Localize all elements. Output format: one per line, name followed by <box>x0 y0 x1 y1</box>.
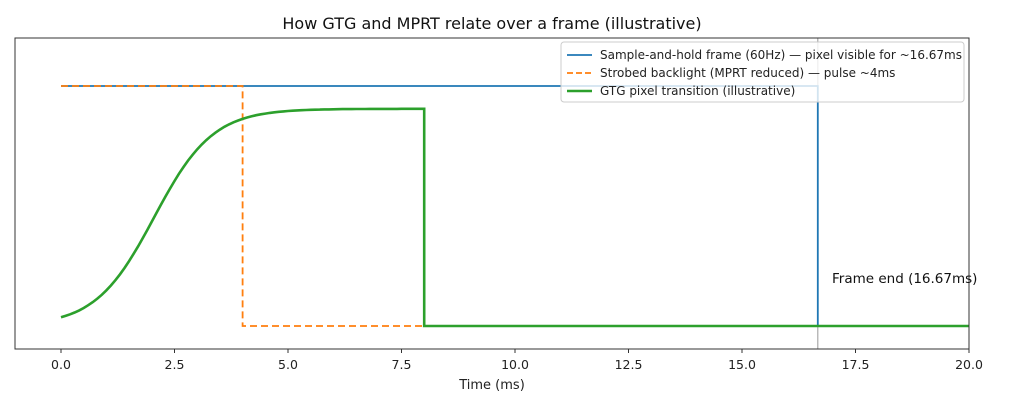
x-tick-label: 17.5 <box>842 357 870 372</box>
x-axis-label: Time (ms) <box>458 378 525 393</box>
x-tick-label: 0.0 <box>51 357 71 372</box>
x-tick-label: 15.0 <box>728 357 756 372</box>
strobed-backlight-line <box>61 85 969 327</box>
x-tick-label: 7.5 <box>392 357 412 372</box>
legend: Sample-and-hold frame (60Hz) — pixel vis… <box>560 41 965 103</box>
legend-box <box>560 41 965 103</box>
x-tick-label: 2.5 <box>165 357 185 372</box>
legend-label: Strobed backlight (MPRT reduced) — pulse… <box>600 66 895 80</box>
chart-title: How GTG and MPRT relate over a frame (il… <box>282 14 701 33</box>
frame-end-annotation: Frame end (16.67ms) <box>832 271 977 287</box>
plot-area <box>60 38 969 349</box>
x-tick-label: 5.0 <box>278 357 298 372</box>
axes-frame <box>14 37 970 350</box>
legend-label: GTG pixel transition (illustrative) <box>600 84 795 98</box>
legend-label: Sample-and-hold frame (60Hz) — pixel vis… <box>600 48 962 62</box>
sample-and-hold-line <box>61 85 969 327</box>
x-tick-label: 12.5 <box>615 357 643 372</box>
x-tick-label: 20.0 <box>955 357 983 372</box>
annotations: Frame end (16.67ms) <box>832 271 977 287</box>
x-tick-label: 10.0 <box>501 357 529 372</box>
gtg-transition-line <box>60 107 969 328</box>
x-axis-ticks: 0.0 2.5 5.0 7.5 10.0 12.5 15.0 17.5 20.0 <box>51 349 983 372</box>
